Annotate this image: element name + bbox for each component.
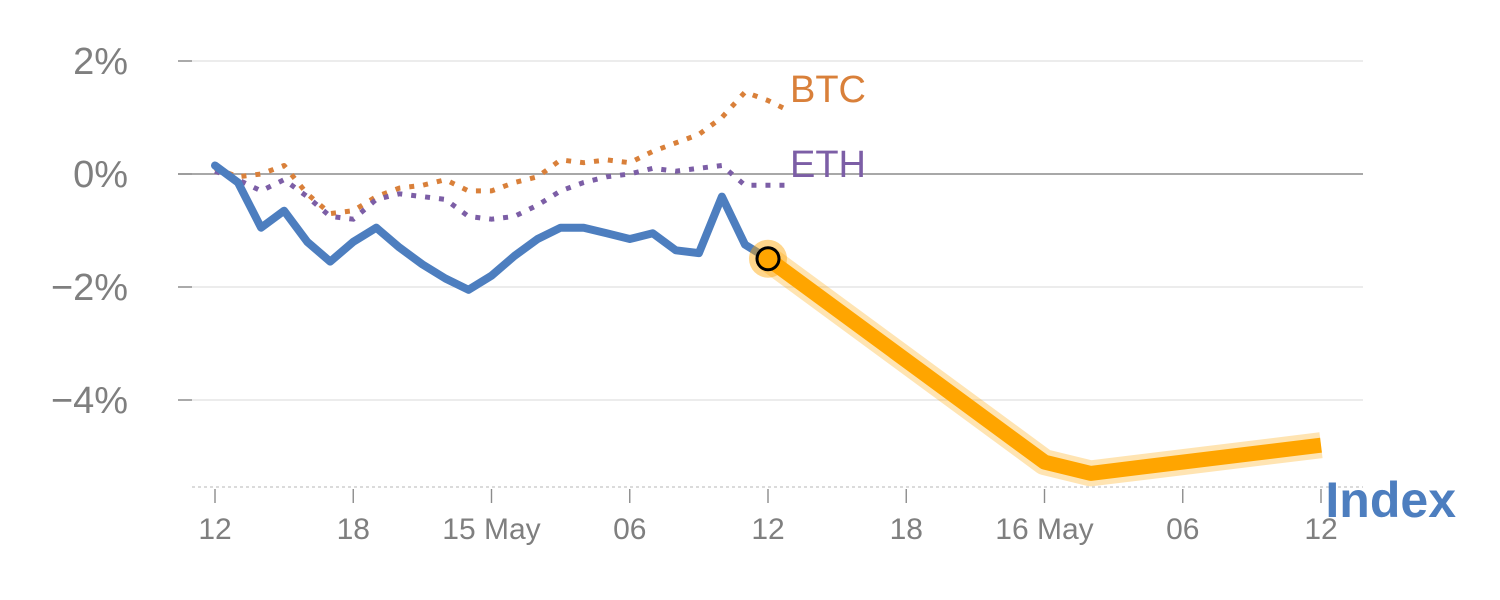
plot-area: [211, 89, 1323, 487]
y-tick-label: 0%: [73, 154, 128, 196]
y-tick-label: 2%: [73, 41, 128, 83]
series-line-index: [211, 161, 772, 294]
y-tick-label: −2%: [51, 267, 128, 309]
grid: [178, 60, 1363, 401]
x-tick-label: 06: [1166, 513, 1199, 546]
x-tick-label: 06: [613, 513, 646, 546]
x-tick-label: 15 May: [442, 513, 540, 546]
x-tick-label: 16 May: [995, 513, 1093, 546]
series-line-projection: [763, 252, 1322, 481]
series-label-index: Index: [1325, 472, 1456, 528]
series-line-btc: [214, 89, 793, 217]
x-tick-label: 12: [198, 513, 231, 546]
x-tick-label: 12: [751, 513, 784, 546]
series-label-eth: ETH: [790, 144, 866, 186]
y-axis: 2% 0% −2% −4%: [51, 41, 192, 422]
series-label-btc: BTC: [790, 69, 866, 111]
highlight-point: [755, 246, 781, 272]
x-tick-label: 12: [1304, 513, 1337, 546]
x-tick-label: 18: [337, 513, 370, 546]
y-tick-label: −4%: [51, 380, 128, 422]
series-line-projection-glow: [760, 248, 1323, 487]
x-tick-label: 18: [890, 513, 923, 546]
x-axis: 12 18 15 May 06 12 18 16 May 06 12: [192, 486, 1363, 546]
